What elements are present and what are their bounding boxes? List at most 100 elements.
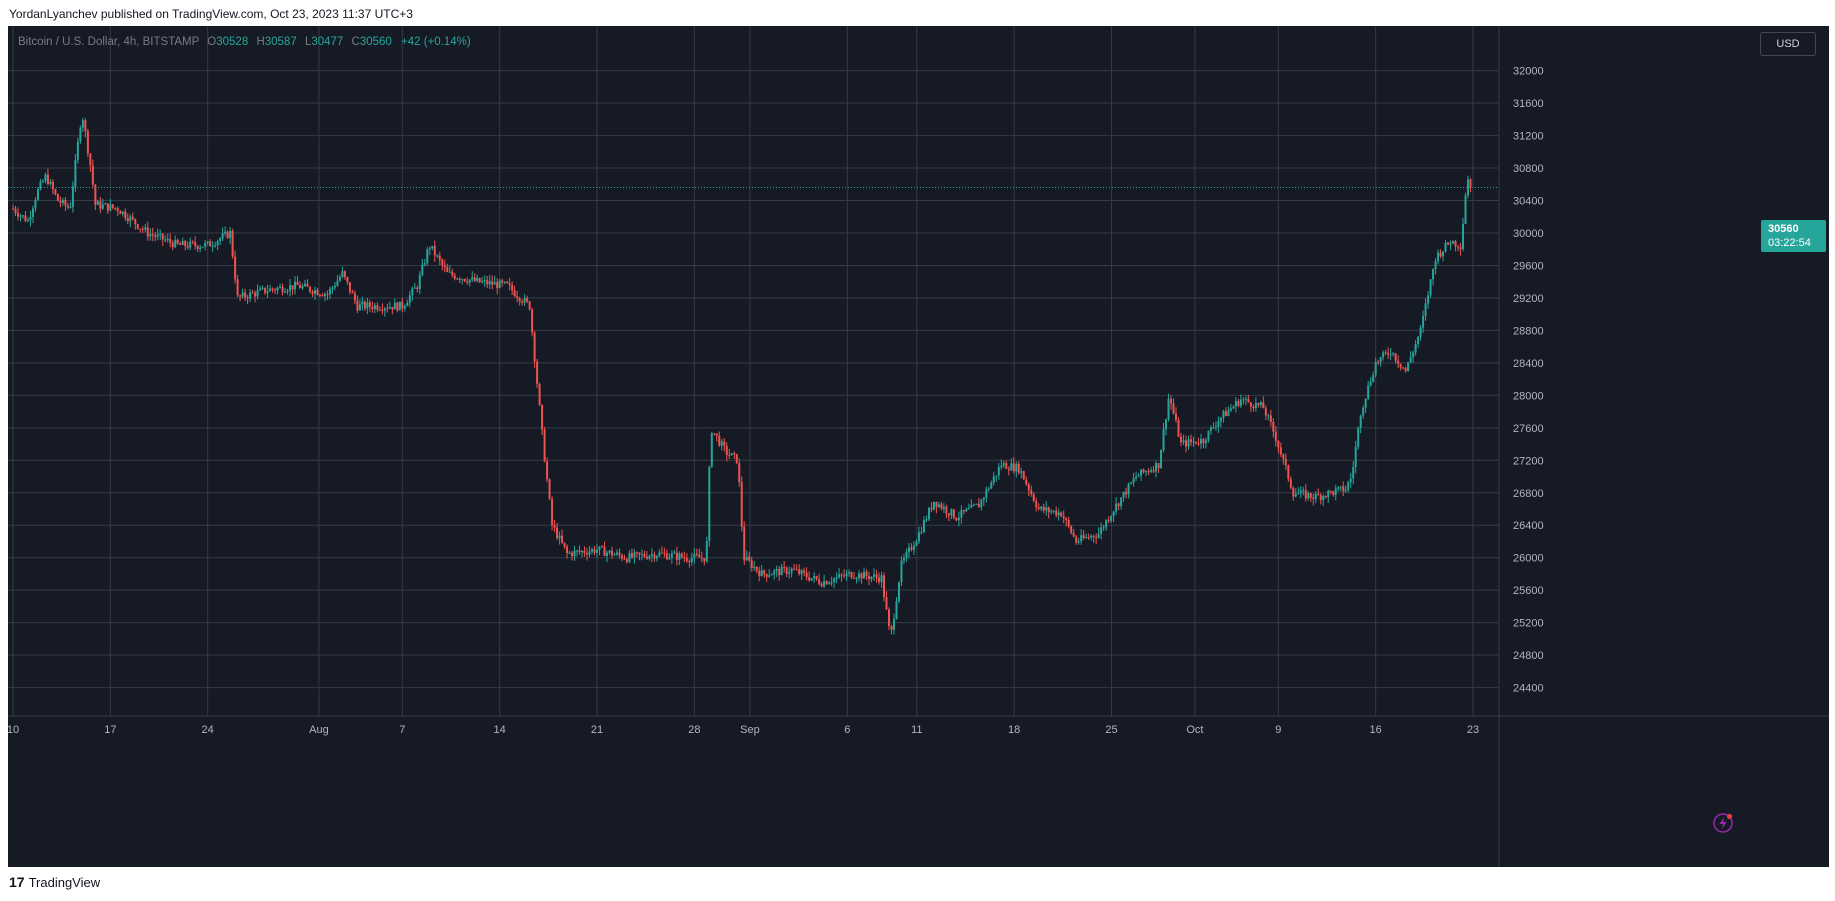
candle-body xyxy=(1457,246,1460,248)
candle-body xyxy=(328,288,331,295)
candle-body xyxy=(1105,520,1108,528)
candle-body xyxy=(231,231,234,257)
candle-body xyxy=(199,247,202,249)
candle-body xyxy=(76,141,79,160)
candle-body xyxy=(101,204,104,209)
candle-body xyxy=(431,245,434,249)
candle-body xyxy=(977,503,980,508)
candle-body xyxy=(942,506,945,509)
candle-body xyxy=(1150,470,1153,472)
candle-body xyxy=(1045,507,1048,511)
candle-body xyxy=(1354,446,1357,468)
candle-body xyxy=(451,271,454,276)
candle-body xyxy=(740,482,743,527)
candle-body xyxy=(1095,537,1098,539)
y-tick-label: 29200 xyxy=(1513,293,1544,305)
candle-body xyxy=(338,277,341,281)
candle-body xyxy=(1037,507,1040,509)
candle-body xyxy=(1274,431,1277,441)
candle-body xyxy=(897,582,900,602)
candle-body xyxy=(1209,427,1212,431)
tradingview-footer[interactable]: 17 TradingView xyxy=(9,872,100,892)
candle-body xyxy=(865,571,868,577)
candle-body xyxy=(276,287,279,291)
candle-body xyxy=(348,282,351,292)
candle-body xyxy=(895,601,898,619)
candle-body xyxy=(433,245,436,256)
candle-body xyxy=(304,283,306,286)
candle-body xyxy=(1464,195,1467,225)
lightning-bolt-icon[interactable] xyxy=(1712,812,1734,834)
candle-body xyxy=(1224,411,1227,416)
candle-body xyxy=(216,241,219,246)
candle-body xyxy=(598,546,601,550)
symbol-name[interactable]: Bitcoin / U.S. Dollar, 4h, BITSTAMP xyxy=(18,36,200,48)
candle-body xyxy=(1372,375,1375,382)
candle-body xyxy=(1162,429,1165,451)
candle-body xyxy=(1005,463,1008,469)
candle-body xyxy=(1199,438,1202,444)
x-tick-label: 28 xyxy=(688,724,700,736)
y-tick-label: 29600 xyxy=(1513,260,1544,272)
candle-body xyxy=(171,242,174,248)
candle-body xyxy=(875,574,878,578)
candle-body xyxy=(393,302,396,310)
candle-body xyxy=(491,281,494,285)
candle-body xyxy=(16,212,19,217)
candle-body xyxy=(131,216,134,219)
candle-body xyxy=(823,581,826,587)
candle-body xyxy=(254,292,257,297)
candle-body xyxy=(1030,490,1033,495)
candle-body xyxy=(1047,507,1050,513)
x-tick-label: 25 xyxy=(1105,724,1117,736)
candle-body xyxy=(1364,398,1367,408)
candle-body xyxy=(388,306,391,309)
candle-body xyxy=(907,547,910,553)
candle-body xyxy=(191,241,194,243)
candle-body xyxy=(523,297,526,303)
candle-body xyxy=(274,289,277,291)
candle-body xyxy=(663,553,666,555)
candle-body xyxy=(536,361,539,385)
candle-body xyxy=(371,306,374,310)
candle-body xyxy=(1127,483,1130,495)
candle-body xyxy=(206,241,209,244)
candle-body xyxy=(1397,360,1400,364)
x-tick-label: 17 xyxy=(104,724,116,736)
candle-body xyxy=(463,279,466,282)
chart-panel[interactable]: 24400 24800 25200 25600 26000 26400 26800 27200… xyxy=(8,26,1829,867)
candle-body xyxy=(850,572,853,578)
candle-body xyxy=(1040,506,1043,509)
candle-body xyxy=(443,265,446,268)
candle-body xyxy=(775,569,778,571)
axes xyxy=(8,26,1829,867)
candle-body xyxy=(915,541,918,546)
candle-body xyxy=(855,578,858,580)
candle-body xyxy=(838,574,841,578)
candle-body xyxy=(84,120,87,132)
candle-body xyxy=(620,555,623,559)
candle-body xyxy=(96,201,99,205)
candle-body xyxy=(41,181,44,183)
candle-body xyxy=(391,306,394,310)
candle-body xyxy=(583,551,586,554)
x-tick-label: 10 xyxy=(8,724,19,736)
candle-body xyxy=(184,241,187,247)
candle-body xyxy=(1322,495,1325,500)
candle-body xyxy=(730,453,733,456)
candle-body xyxy=(533,332,536,362)
currency-button[interactable]: USD xyxy=(1760,32,1816,56)
candle-body xyxy=(126,218,129,222)
candle-body xyxy=(363,301,366,309)
candlestick-chart[interactable]: 24400 24800 25200 25600 26000 26400 26800 27200… xyxy=(8,26,1829,867)
candle-body xyxy=(982,497,985,500)
candle-body xyxy=(341,271,344,278)
candle-body xyxy=(498,280,501,289)
candle-body xyxy=(513,290,516,297)
candle-body xyxy=(1332,491,1335,495)
candle-body xyxy=(845,573,848,577)
candle-body xyxy=(658,552,661,556)
candle-body xyxy=(311,291,314,294)
candle-body xyxy=(748,556,751,561)
x-tick-label: 23 xyxy=(1467,724,1479,736)
